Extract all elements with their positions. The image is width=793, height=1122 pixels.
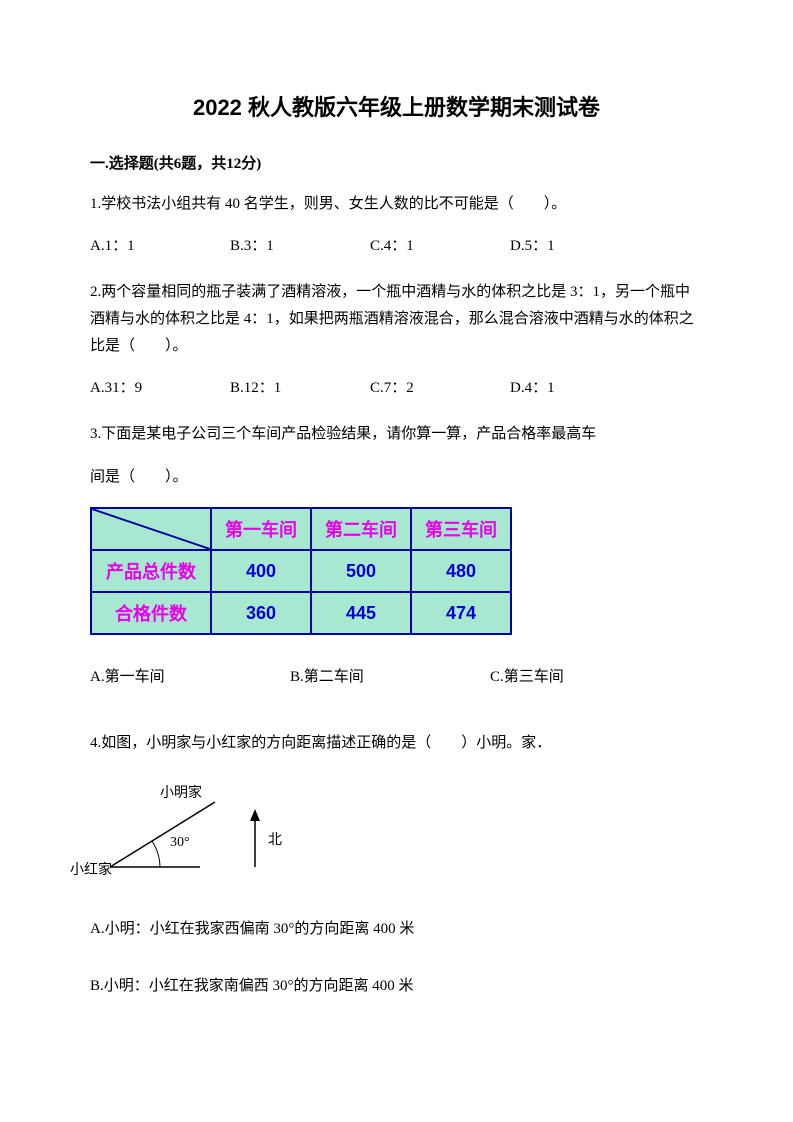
q2-option-a: A.31：9 [90,376,230,397]
q4-option-a: A.小明：小红在我家西偏南 30°的方向距离 400 米 [90,917,703,938]
q2-option-b: B.12：1 [230,376,370,397]
question-3-text-line1: 3.下面是某电子公司三个车间产品检验结果，请你算一算，产品合格率最高车 [90,421,703,448]
q3-option-a: A.第一车间 [90,665,290,686]
table-row: 产品总件数 400 500 480 [91,550,511,592]
q3-data-table: 第一车间 第二车间 第三车间 产品总件数 400 500 480 合格件数 36… [90,507,512,635]
col-header-1: 第一车间 [211,508,311,550]
q2-option-c: C.7：2 [370,376,510,397]
q3-table-container: 第一车间 第二车间 第三车间 产品总件数 400 500 480 合格件数 36… [90,507,703,635]
q4-option-b: B.小明：小红在我家南偏西 30°的方向距离 400 米 [90,974,703,995]
question-2-text: 2.两个容量相同的瓶子装满了酒精溶液，一个瓶中酒精与水的体积之比是 3：1，另一… [90,279,703,360]
cell-r1c2: 500 [311,550,411,592]
q4-diagram: 小明家 小红家 30° 北 [100,777,320,887]
q3-option-b: B.第二车间 [290,665,490,686]
q3-option-c: C.第三车间 [490,665,690,686]
table-header-row: 第一车间 第二车间 第三车间 [91,508,511,550]
table-corner-cell [91,508,211,550]
col-header-3: 第三车间 [411,508,511,550]
question-1-text: 1.学校书法小组共有 40 名学生，则男、女生人数的比不可能是（ ）。 [90,191,703,218]
cell-r1c3: 480 [411,550,511,592]
question-3-text-line2: 间是（ ）。 [90,464,703,491]
cell-r2c1: 360 [211,592,311,634]
q1-option-a: A.1：1 [90,234,230,255]
question-2-options: A.31：9 B.12：1 C.7：2 D.4：1 [90,376,703,397]
page-title: 2022 秋人教版六年级上册数学期末测试卷 [90,90,703,122]
row-header-1: 产品总件数 [91,550,211,592]
question-1-options: A.1：1 B.3：1 C.4：1 D.5：1 [90,234,703,255]
q1-option-b: B.3：1 [230,234,370,255]
q4-angle-label: 30° [170,835,190,851]
cell-r1c1: 400 [211,550,311,592]
row-header-2: 合格件数 [91,592,211,634]
q4-label-xiaoming: 小明家 [160,782,202,802]
q4-north-label: 北 [268,829,282,849]
cell-r2c3: 474 [411,592,511,634]
q2-option-d: D.4：1 [510,376,650,397]
q4-label-xiaohong: 小红家 [70,859,112,879]
col-header-2: 第二车间 [311,508,411,550]
section-heading: 一.选择题(共6题，共12分) [90,152,703,173]
cell-r2c2: 445 [311,592,411,634]
question-4-text: 4.如图，小明家与小红家的方向距离描述正确的是（ ）小明。家． [90,730,703,757]
table-row: 合格件数 360 445 474 [91,592,511,634]
question-3-options: A.第一车间 B.第二车间 C.第三车间 [90,665,703,686]
q1-option-c: C.4：1 [370,234,510,255]
q1-option-d: D.5：1 [510,234,650,255]
